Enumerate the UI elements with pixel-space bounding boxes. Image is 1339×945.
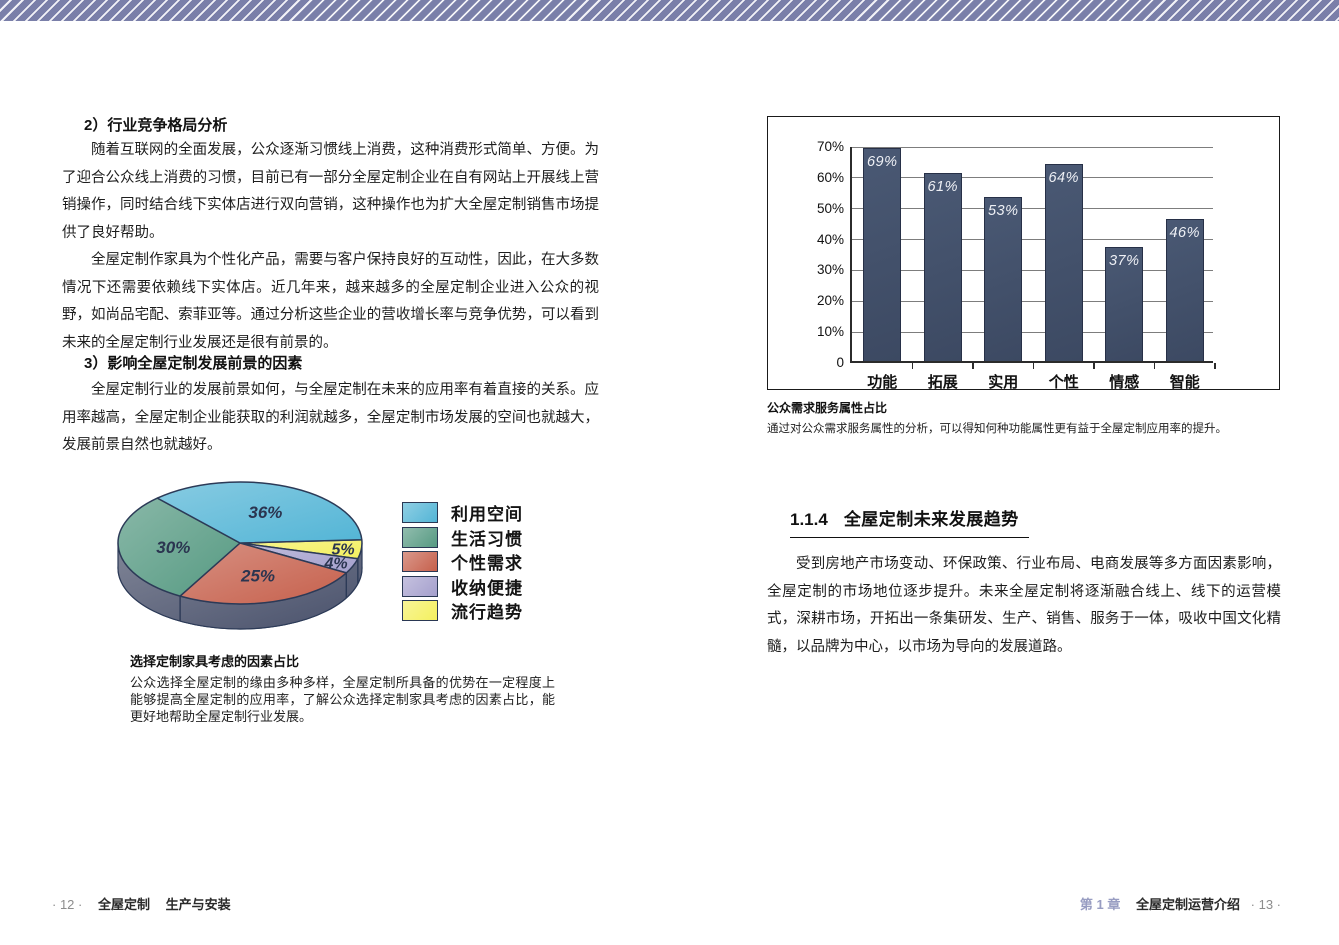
bar-拓展: 61% — [923, 172, 962, 361]
footer-left: · 12 · 全屋定制 生产与安装 — [52, 894, 231, 913]
pie-slice-percent-label: 5% — [332, 541, 355, 558]
y-axis-tick-label: 70% — [816, 139, 844, 154]
bar-caption: 公众需求服务属性占比 通过对公众需求服务属性的分析，可以得知何种功能属性更有益于… — [767, 399, 1287, 438]
paragraph-internet-development: 随着互联网的全面发展，公众逐渐习惯线上消费，这种消费形式简单、方便。为了迎合公众… — [62, 142, 599, 241]
footer-part-title: 生产与安装 — [165, 897, 231, 912]
legend-item-生活习惯: 生活习惯 — [402, 526, 523, 549]
x-axis-tick-mark — [1093, 363, 1095, 369]
pie-slice-个性需求 — [179, 542, 348, 605]
pie-slice-生活习惯 — [117, 497, 241, 597]
y-axis-tick-label: 60% — [816, 169, 844, 185]
y-axis-tick-label: 40% — [816, 231, 844, 247]
pie-caption: 选择定制家具考虑的因素占比 公众选择全屋定制的缘由多种多样，全屋定制所具备的优势… — [130, 651, 555, 725]
legend-swatch — [402, 575, 438, 597]
legend-swatch — [402, 502, 438, 523]
section-title: 全屋定制未来发展趋势 — [843, 510, 1019, 529]
y-axis-tick-label: 10% — [816, 324, 844, 340]
legend-label: 流行趋势 — [451, 603, 523, 622]
pie-slice-percent-label: 36% — [248, 503, 282, 522]
legend-label: 生活习惯 — [451, 529, 523, 549]
legend-label: 利用空间 — [451, 505, 523, 524]
striped-header-band — [0, 0, 1339, 21]
bar-实用: 53% — [984, 197, 1023, 361]
x-axis-category-label: 拓展 — [927, 374, 958, 391]
legend-swatch — [402, 600, 438, 621]
pie-slice-percent-label: 30% — [156, 538, 190, 557]
legend-label: 个性需求 — [451, 554, 523, 573]
grid-line — [852, 239, 1213, 241]
bar-chart-plot-area: 0 10% 20% 30% 40% 50% 60% 70% 69% 功能 61% 拓展 53% 实用 64%… — [817, 139, 1216, 391]
pie-slice-利用空间 — [156, 481, 363, 544]
x-axis-category-label: 智能 — [1169, 374, 1200, 391]
x-axis-category-label: 实用 — [988, 374, 1019, 391]
legend-item-收纳便捷: 收纳便捷 — [402, 575, 523, 598]
bar-value-label: 53% — [987, 203, 1019, 220]
bar-caption-title: 公众需求服务属性占比 — [767, 401, 888, 415]
y-axis-tick-label: 50% — [816, 200, 844, 216]
paragraph-future-trend: 受到房地产市场变动、环保政策、行业布局、电商发展等多方面因素影响，全屋定制的市场… — [767, 556, 1281, 655]
legend-label: 收纳便捷 — [451, 578, 523, 598]
paragraph-personalized-product: 全屋定制作家具为个性化产品，需要与客户保持良好的互动性，因此，在大多数情况下还需… — [62, 252, 599, 351]
grid-line — [852, 208, 1213, 210]
legend-item-利用空间: 利用空间 — [402, 502, 523, 524]
footer-page-number: · 13 · — [1250, 897, 1281, 912]
x-axis-category-label: 功能 — [867, 374, 898, 391]
bar-value-label: 46% — [1169, 225, 1201, 242]
x-axis-tick-mark — [1153, 363, 1155, 369]
legend-item-流行趋势: 流行趋势 — [402, 600, 523, 622]
y-axis-tick-label: 0 — [836, 355, 844, 370]
paragraph-application-rate: 全屋定制行业的发展前景如何，与全屋定制在未来的应用率有着直接的关系。应用率越高，… — [62, 382, 599, 453]
subheading-development-prospect-factors: 3）影响全屋定制发展前景的因素 — [84, 355, 303, 372]
pie-slice-percent-label: 25% — [240, 566, 275, 585]
footer-page-number: · 12 · — [52, 897, 83, 912]
y-axis-tick-label: 30% — [816, 262, 844, 278]
legend-swatch — [402, 551, 438, 572]
grid-line — [852, 177, 1213, 179]
legend-swatch — [402, 526, 438, 548]
section-heading-1-1-4: 1.1.4 全屋定制未来发展趋势 — [790, 505, 1029, 538]
y-axis-tick-label: 20% — [816, 293, 844, 309]
legend-item-个性需求: 个性需求 — [402, 551, 523, 573]
grid-line — [852, 331, 1213, 333]
x-axis-category-label: 情感 — [1109, 374, 1140, 391]
bar-value-label: 64% — [1048, 169, 1080, 186]
bar-智能: 46% — [1165, 219, 1204, 361]
bar-功能: 69% — [863, 148, 902, 361]
footer-book-title: 全屋定制 — [97, 897, 150, 912]
footer-chapter-number: 第 1 章 — [1079, 897, 1121, 912]
pie-caption-body: 公众选择全屋定制的缘由多种多样，全屋定制所具备的优势在一定程度上能够提高全屋定制… — [130, 675, 555, 724]
bar-chart-service-attributes: 0 10% 20% 30% 40% 50% 60% 70% 69% 功能 61% 拓展 53% 实用 64%… — [767, 116, 1280, 391]
bar-caption-body: 通过对公众需求服务属性的分析，可以得知何种功能属性更有益于全屋定制应用率的提升。 — [767, 423, 1227, 435]
grid-line — [852, 146, 1213, 148]
bar-value-label: 37% — [1108, 252, 1140, 269]
bar-value-label: 61% — [927, 178, 959, 195]
x-axis-tick-mark — [911, 363, 913, 369]
grid-line — [852, 269, 1213, 271]
pie-chart-factors: 5%4%25%30%36% — [117, 481, 363, 630]
x-axis-category-label: 个性 — [1048, 374, 1079, 391]
pie-legend: 利用空间生活习惯个性需求收纳便捷流行趋势 — [402, 502, 523, 625]
bar-情感: 37% — [1105, 246, 1144, 361]
x-axis-tick-mark — [1214, 363, 1216, 369]
grid-line — [852, 300, 1213, 302]
section-number: 1.1.4 — [790, 510, 828, 529]
footer-chapter-title: 全屋定制运营介绍 — [1136, 897, 1241, 912]
pie-caption-title: 选择定制家具考虑的因素占比 — [130, 654, 300, 669]
bar-value-label: 69% — [866, 154, 898, 171]
x-axis-tick-mark — [1032, 363, 1034, 369]
x-axis-tick-mark — [972, 363, 974, 369]
footer-right: 第 1 章 全屋定制运营介绍 · 13 · — [1080, 894, 1281, 913]
subheading-industry-competition: 2）行业竞争格局分析 — [84, 117, 228, 134]
bar-个性: 64% — [1044, 163, 1083, 361]
